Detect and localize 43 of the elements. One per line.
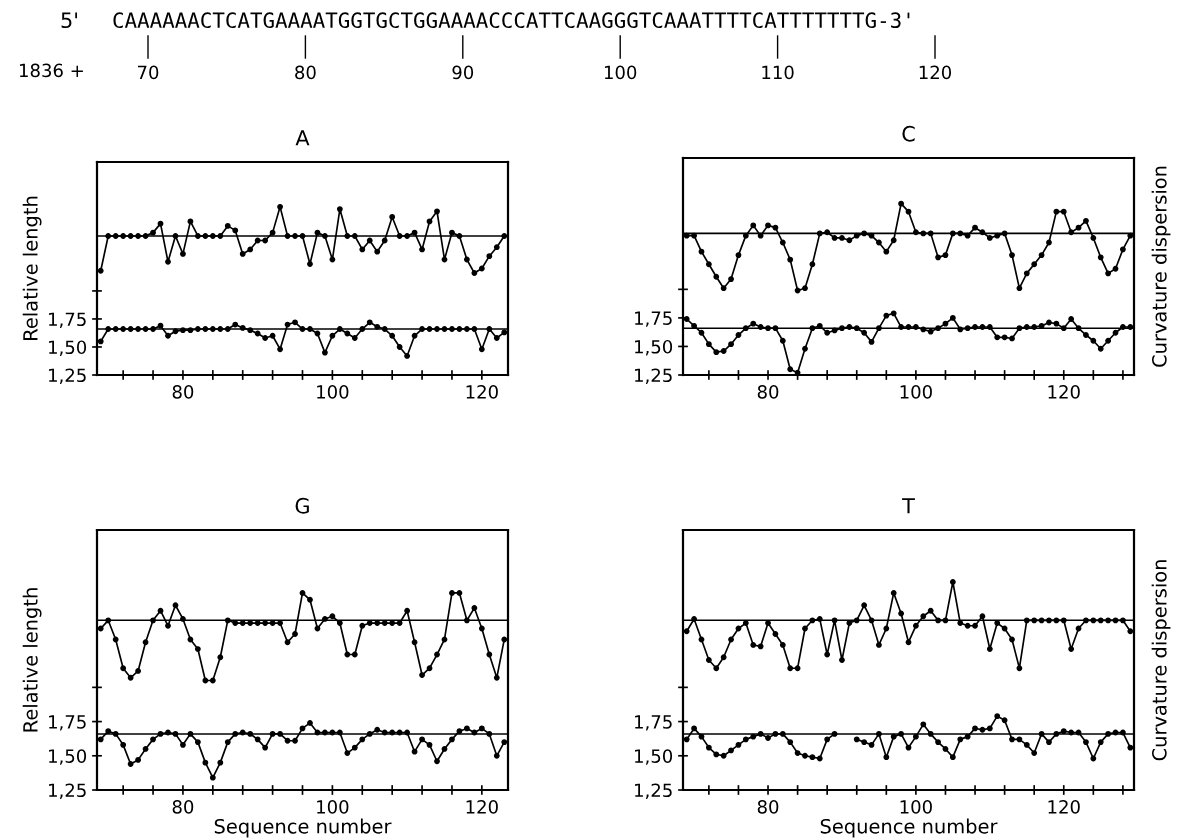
x-tick-label: 120 (466, 385, 498, 399)
x-tick-label: 120 (1048, 385, 1080, 399)
text: 120 (919, 65, 952, 80)
y-tick-label: 1,25 (49, 368, 86, 384)
x-tick-label: 100 (317, 385, 349, 399)
y2-axis-title: Curvature dispersion (1151, 166, 1171, 367)
chart-title: A (295, 130, 310, 146)
x-tick-label: 80 (172, 385, 194, 399)
y-tick-label: 1,50 (635, 749, 673, 765)
x-axis-title: Sequence number (820, 818, 998, 838)
text: 5' (61, 12, 77, 29)
x-tick-label: 120 (466, 800, 498, 814)
y-tick-label: 1,25 (635, 783, 672, 799)
y-tick-label: 1,75 (49, 312, 86, 328)
y2-axis-title: Curvature dispersion (1151, 560, 1171, 761)
y-tick-label: 1,25 (49, 783, 86, 799)
chart-title: T (902, 498, 915, 514)
text: 70 (137, 65, 159, 80)
x-tick-label: 100 (317, 800, 349, 814)
text: CAAAAAACTCATGAAAATGGTGCTGGAAAACCCATTCAAGGGTCAAATTTTCATTTTTTTG-3' (113, 12, 910, 29)
y-tick-label: 1,25 (635, 368, 672, 384)
text: 100 (604, 65, 637, 80)
chart-title: C (902, 125, 915, 142)
x-tick-label: 80 (172, 800, 194, 814)
text: 1836 + (19, 63, 83, 78)
x-tick-label: 80 (757, 800, 779, 814)
y-tick-label: 1,75 (635, 311, 672, 327)
y-axis-title: Relative length (22, 196, 42, 340)
x-tick-label: 120 (1048, 800, 1080, 814)
chart-title: G (295, 497, 309, 514)
x-tick-label: 100 (900, 800, 932, 814)
x-tick-label: 80 (757, 385, 779, 399)
x-axis-title: Sequence number (214, 818, 392, 838)
y-tick-label: 1,75 (635, 715, 672, 731)
x-tick-label: 100 (900, 385, 932, 399)
y-tick-label: 1,50 (635, 339, 673, 356)
text: 80 (295, 65, 316, 80)
y-tick-label: 1,50 (49, 340, 87, 356)
text: 90 (452, 65, 474, 80)
y-tick-label: 1,75 (49, 715, 86, 731)
y-tick-label: 1,50 (49, 749, 87, 765)
text: 110 (762, 65, 794, 80)
y-axis-title: Relative length (22, 588, 42, 732)
